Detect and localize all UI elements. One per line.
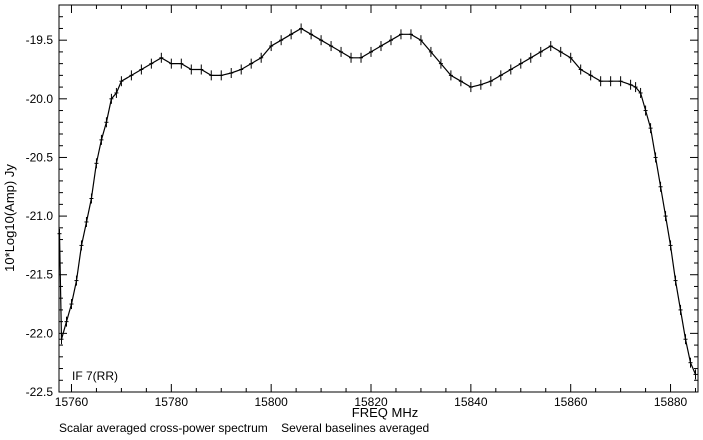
y-tick-label: -19.5	[26, 33, 54, 47]
x-tick-label: 15800	[254, 395, 288, 409]
data-marks	[57, 23, 698, 380]
y-tick-label: -20.0	[26, 92, 54, 106]
footer-caption: Scalar averaged cross-power spectrum Sev…	[59, 421, 429, 435]
x-tick-label: 15760	[55, 395, 89, 409]
y-tick-label: -20.5	[26, 150, 54, 164]
x-tick-label: 15820	[354, 395, 388, 409]
series-line	[58, 27, 697, 375]
axis-ticks: 15760 15780 15800 15820 15840 15860 15880 -22.5…	[26, 5, 698, 409]
y-tick-label: -22.5	[26, 385, 54, 399]
x-tick-label: 15780	[155, 395, 189, 409]
y-tick-label: -22.0	[26, 326, 54, 340]
if-annotation: IF 7(RR)	[72, 369, 118, 383]
y-axis-label: 10*Log10(Amp) Jy	[2, 164, 17, 272]
y-tick-label: -21.0	[26, 209, 54, 223]
x-axis-label: FREQ MHz	[352, 405, 418, 420]
x-tick-label: 15860	[554, 395, 588, 409]
x-tick-label: 15880	[654, 395, 688, 409]
y-tick-label: -21.5	[26, 268, 54, 282]
plot-frame	[58, 4, 699, 393]
x-tick-label: 15840	[454, 395, 488, 409]
